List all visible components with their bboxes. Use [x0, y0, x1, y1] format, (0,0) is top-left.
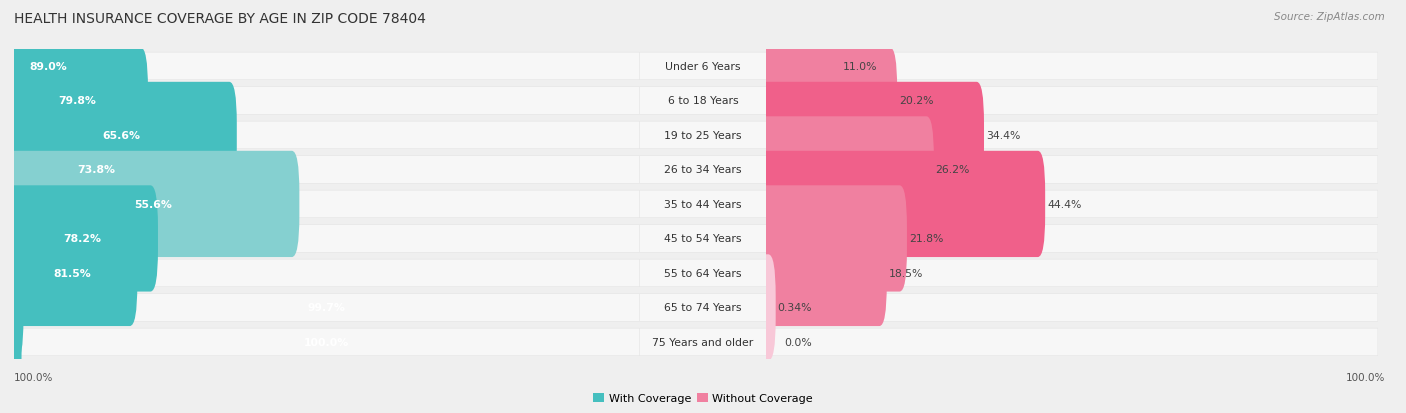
- Text: 19 to 25 Years: 19 to 25 Years: [664, 131, 742, 140]
- FancyBboxPatch shape: [7, 289, 21, 395]
- FancyBboxPatch shape: [7, 255, 24, 361]
- FancyBboxPatch shape: [759, 152, 1045, 257]
- FancyBboxPatch shape: [640, 294, 766, 321]
- FancyBboxPatch shape: [766, 122, 1378, 150]
- FancyBboxPatch shape: [766, 259, 1378, 287]
- FancyBboxPatch shape: [14, 225, 640, 253]
- FancyBboxPatch shape: [766, 53, 1378, 81]
- FancyBboxPatch shape: [759, 220, 887, 326]
- Text: 45 to 54 Years: 45 to 54 Years: [664, 234, 742, 244]
- FancyBboxPatch shape: [640, 259, 766, 287]
- Text: 78.2%: 78.2%: [63, 234, 101, 244]
- FancyBboxPatch shape: [14, 88, 640, 115]
- FancyBboxPatch shape: [759, 83, 984, 189]
- FancyBboxPatch shape: [759, 186, 907, 292]
- FancyBboxPatch shape: [759, 117, 934, 223]
- Text: 6 to 18 Years: 6 to 18 Years: [668, 96, 738, 106]
- Text: 75 Years and older: 75 Years and older: [652, 337, 754, 347]
- FancyBboxPatch shape: [14, 328, 640, 356]
- FancyBboxPatch shape: [640, 328, 766, 356]
- Text: 81.5%: 81.5%: [53, 268, 91, 278]
- FancyBboxPatch shape: [14, 156, 640, 184]
- FancyBboxPatch shape: [14, 191, 640, 218]
- FancyBboxPatch shape: [640, 191, 766, 218]
- FancyBboxPatch shape: [7, 220, 138, 326]
- Text: 99.7%: 99.7%: [308, 303, 346, 313]
- FancyBboxPatch shape: [7, 48, 148, 154]
- FancyBboxPatch shape: [640, 156, 766, 184]
- Text: 20.2%: 20.2%: [898, 96, 934, 106]
- Legend: With Coverage, Without Coverage: With Coverage, Without Coverage: [593, 393, 813, 404]
- Text: 73.8%: 73.8%: [77, 165, 115, 175]
- Text: 55.6%: 55.6%: [134, 199, 172, 209]
- FancyBboxPatch shape: [640, 88, 766, 115]
- Text: 26.2%: 26.2%: [935, 165, 970, 175]
- FancyBboxPatch shape: [14, 294, 640, 321]
- FancyBboxPatch shape: [766, 328, 1378, 356]
- FancyBboxPatch shape: [7, 83, 236, 189]
- Text: 26 to 34 Years: 26 to 34 Years: [664, 165, 742, 175]
- Text: 0.34%: 0.34%: [778, 303, 813, 313]
- Text: 89.0%: 89.0%: [30, 62, 67, 72]
- FancyBboxPatch shape: [7, 152, 299, 257]
- FancyBboxPatch shape: [766, 156, 1378, 184]
- FancyBboxPatch shape: [766, 294, 1378, 321]
- FancyBboxPatch shape: [640, 53, 766, 81]
- Text: 44.4%: 44.4%: [1047, 199, 1081, 209]
- FancyBboxPatch shape: [7, 186, 157, 292]
- Text: 79.8%: 79.8%: [58, 96, 96, 106]
- FancyBboxPatch shape: [759, 48, 897, 154]
- FancyBboxPatch shape: [766, 225, 1378, 253]
- Text: 65 to 74 Years: 65 to 74 Years: [664, 303, 742, 313]
- FancyBboxPatch shape: [640, 122, 766, 150]
- Text: 11.0%: 11.0%: [842, 62, 877, 72]
- Text: Source: ZipAtlas.com: Source: ZipAtlas.com: [1274, 12, 1385, 22]
- Text: 21.8%: 21.8%: [908, 234, 943, 244]
- FancyBboxPatch shape: [766, 88, 1378, 115]
- Text: 34.4%: 34.4%: [986, 131, 1021, 140]
- Text: 35 to 44 Years: 35 to 44 Years: [664, 199, 742, 209]
- Text: 100.0%: 100.0%: [304, 337, 350, 347]
- Text: 55 to 64 Years: 55 to 64 Years: [664, 268, 742, 278]
- Text: 18.5%: 18.5%: [889, 268, 922, 278]
- Text: 0.0%: 0.0%: [785, 337, 813, 347]
- FancyBboxPatch shape: [14, 259, 640, 287]
- FancyBboxPatch shape: [766, 191, 1378, 218]
- FancyBboxPatch shape: [14, 53, 640, 81]
- Text: 65.6%: 65.6%: [103, 131, 141, 140]
- Text: HEALTH INSURANCE COVERAGE BY AGE IN ZIP CODE 78404: HEALTH INSURANCE COVERAGE BY AGE IN ZIP …: [14, 12, 426, 26]
- Text: Under 6 Years: Under 6 Years: [665, 62, 741, 72]
- FancyBboxPatch shape: [7, 117, 186, 223]
- FancyBboxPatch shape: [7, 14, 90, 120]
- Text: 100.0%: 100.0%: [1346, 372, 1385, 382]
- FancyBboxPatch shape: [14, 122, 640, 150]
- FancyBboxPatch shape: [759, 14, 841, 120]
- Text: 100.0%: 100.0%: [14, 372, 53, 382]
- FancyBboxPatch shape: [640, 225, 766, 253]
- FancyBboxPatch shape: [759, 255, 776, 361]
